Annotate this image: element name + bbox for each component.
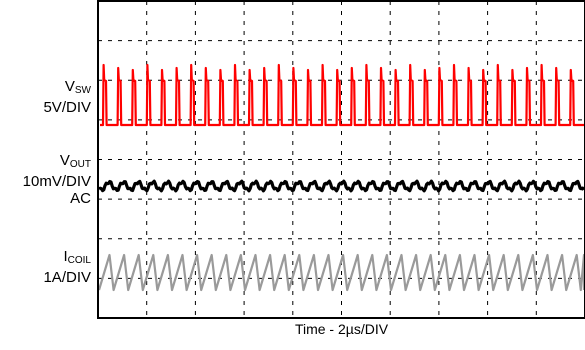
vout-subscript: OUT (69, 159, 91, 170)
icoil-scale: 1A/DIV (43, 269, 91, 286)
traces (97, 63, 585, 292)
vout-scale: 10mV/DIV (22, 173, 91, 190)
plot-frame (97, 0, 585, 319)
x-axis-label: Time - 2µs/DIV (294, 321, 389, 337)
vsw-subscript: SW (74, 85, 91, 96)
vout-name: V (59, 152, 70, 169)
vout-label: VOUT 10mV/DIV AC (23, 152, 91, 207)
icoil-name: I (63, 248, 68, 265)
icoil-trace (97, 253, 585, 292)
vout-trace (98, 179, 585, 193)
vsw-label: VSW 5V/DIV (43, 78, 91, 116)
vsw-scale: 5V/DIV (43, 99, 91, 116)
grid-lines (98, 1, 585, 318)
icoil-label: ICOIL 1A/DIV (43, 248, 91, 286)
vsw-trace (100, 63, 584, 127)
vsw-name: V (64, 78, 75, 95)
icoil-subscript: COIL (67, 255, 91, 266)
vout-coupling: AC (70, 190, 91, 207)
